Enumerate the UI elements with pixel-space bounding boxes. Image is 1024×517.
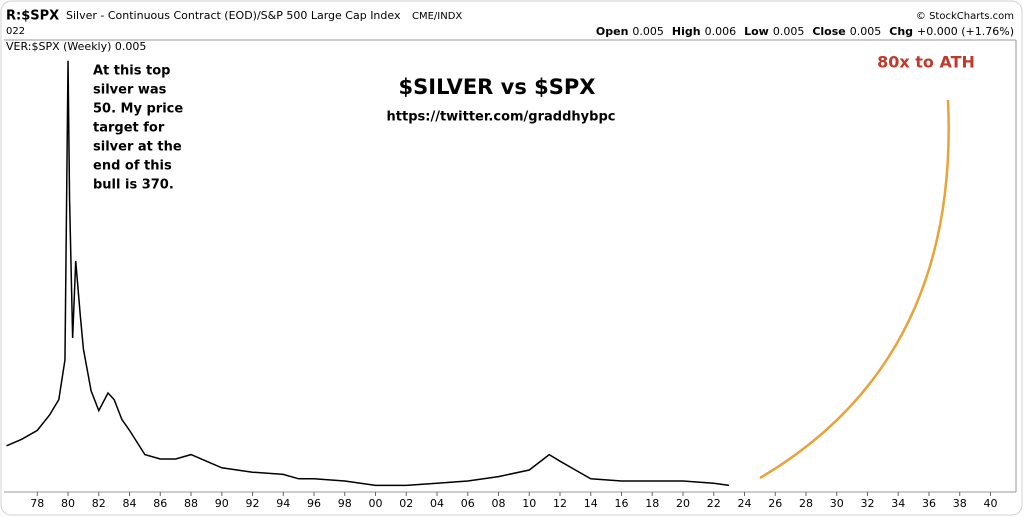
- x-tick-label: 40: [983, 497, 997, 510]
- quote-label: High: [672, 25, 701, 38]
- x-tick-label: 36: [922, 497, 936, 510]
- x-tick-label: 20: [676, 497, 690, 510]
- x-tick-label: 94: [276, 497, 290, 510]
- annotation-line: silver was: [93, 83, 167, 98]
- projection-arc: [759, 99, 950, 480]
- x-tick-label: 82: [92, 497, 106, 510]
- annotation-line: end of this: [93, 159, 172, 174]
- x-tick-label: 78: [30, 497, 44, 510]
- quote: Open 0.005 High 0.006 Low 0.005 Close 0.005 Chg +…: [596, 25, 1014, 38]
- x-tick-label: 28: [799, 497, 813, 510]
- x-tick-label: 08: [492, 497, 506, 510]
- quote-value: 0.005: [773, 25, 805, 38]
- x-tick-label: 92: [246, 497, 260, 510]
- quote-value: 0.005: [850, 25, 882, 38]
- date: 022: [6, 26, 25, 37]
- x-tick-label: 80: [61, 497, 75, 510]
- title: $SILVER vs $SPX: [399, 75, 596, 99]
- x-tick-label: 16: [614, 497, 628, 510]
- quote-value: 0.005: [632, 25, 664, 38]
- annotation-line: silver at the: [93, 140, 182, 155]
- x-tick-label: 90: [215, 497, 229, 510]
- x-tick-label: 38: [953, 497, 967, 510]
- quote-value: +0.000 (+1.76%): [917, 25, 1014, 38]
- x-tick-label: 84: [123, 497, 137, 510]
- subtitle: https://twitter.com/graddhybpc: [387, 110, 616, 125]
- credit: © StockCharts.com: [916, 11, 1014, 22]
- x-tick-label: 04: [430, 497, 444, 510]
- quote-label: Chg: [889, 25, 913, 38]
- annotation-line: target for: [93, 121, 165, 136]
- symbol: R:$SPX: [6, 9, 59, 24]
- exchange: CME/INDX: [412, 11, 462, 22]
- legend-entry: VER:$SPX (Weekly) 0.005: [6, 40, 146, 53]
- x-tick-label: 10: [522, 497, 536, 510]
- x-tick-label: 24: [737, 497, 751, 510]
- quote-label: Close: [812, 25, 845, 38]
- x-tick-label: 02: [399, 497, 413, 510]
- annotation-line: 50. My price: [93, 102, 183, 117]
- annotation-line: bull is 370.: [93, 178, 174, 193]
- x-tick-label: 34: [891, 497, 905, 510]
- x-tick-label: 06: [461, 497, 475, 510]
- x-tick-label: 86: [153, 497, 167, 510]
- x-tick-label: 88: [184, 497, 198, 510]
- x-tick-label: 00: [369, 497, 383, 510]
- x-tick-label: 96: [307, 497, 321, 510]
- annotation-line: 80x to ATH: [877, 53, 975, 72]
- x-tick-label: 98: [338, 497, 352, 510]
- x-tick-label: 32: [860, 497, 874, 510]
- x-tick-label: 26: [768, 497, 782, 510]
- quote-label: Open: [596, 25, 629, 38]
- quote-label: Low: [744, 25, 769, 38]
- x-tick-label: 30: [830, 497, 844, 510]
- series-line: [6, 60, 730, 487]
- x-tick-label: 14: [584, 497, 598, 510]
- description: Silver - Continuous Contract (EOD)/S&P 5…: [66, 9, 401, 22]
- annotation-line: At this top: [93, 64, 170, 79]
- x-tick-label: 12: [553, 497, 567, 510]
- x-tick-label: 22: [707, 497, 721, 510]
- quote-value: 0.006: [705, 25, 737, 38]
- x-tick-label: 18: [645, 497, 659, 510]
